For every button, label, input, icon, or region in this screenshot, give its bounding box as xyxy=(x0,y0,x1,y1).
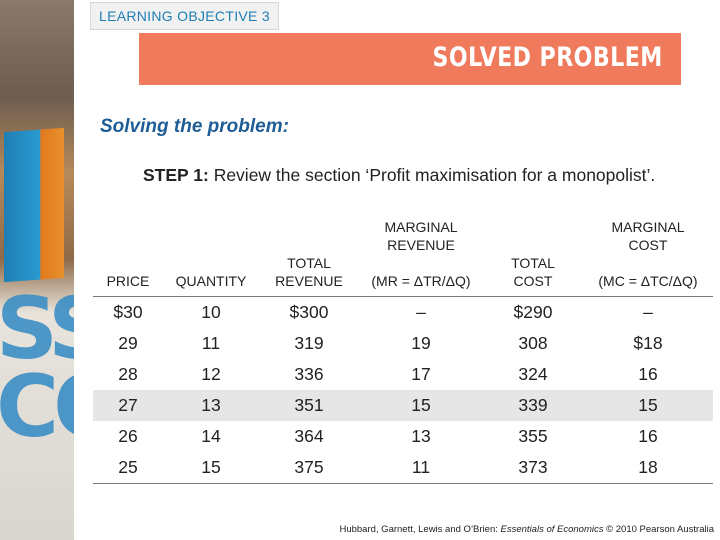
cell-price: 29 xyxy=(118,333,138,353)
cell-quantity: 10 xyxy=(201,302,221,322)
book-cover-image xyxy=(4,127,64,283)
side-decor-letters: SS CO xyxy=(0,279,74,457)
cell-marginal-revenue: 11 xyxy=(359,452,483,484)
table-row: $30 10 $300 – $290 – xyxy=(93,297,713,329)
cell-total-revenue: $300 xyxy=(289,302,329,322)
cell-total-cost: 355 xyxy=(518,426,548,446)
table-row-highlighted: 27 13 351 15 339 15 xyxy=(93,390,713,421)
monopoly-data-table: PRICE QUANTITY TOTAL REVENUE MARGINAL REVE… xyxy=(93,218,713,484)
section-heading: Solving the problem: xyxy=(100,116,289,137)
column-header-total-cost: TOTAL COST xyxy=(483,218,583,297)
cell-marginal-revenue: – xyxy=(416,302,426,322)
cell-price: 28 xyxy=(118,364,138,384)
cell-quantity: 11 xyxy=(201,333,221,353)
column-header-price: PRICE xyxy=(93,218,163,297)
cell-price: $30 xyxy=(113,302,143,322)
cell-total-revenue: 375 xyxy=(259,452,359,484)
cell-marginal-cost: $18 xyxy=(633,333,663,353)
cell-total-cost: 308 xyxy=(518,333,548,353)
cell-price: 26 xyxy=(118,426,138,446)
cell-marginal-revenue: 17 xyxy=(411,364,431,384)
column-header-marginal-revenue: MARGINAL REVENUE (MR = ΔTR/ΔQ) xyxy=(359,218,483,297)
table-row: 28 12 336 17 324 16 xyxy=(93,359,713,390)
cell-marginal-revenue: 13 xyxy=(411,426,431,446)
table-row: 25 15 375 11 373 18 xyxy=(93,452,713,484)
citation-footer: Hubbard, Garnett, Lewis and O’Brien: Ess… xyxy=(339,524,714,535)
solved-problem-banner: SOLVED PROBLEM xyxy=(139,33,681,85)
cell-marginal-revenue: 15 xyxy=(359,390,483,421)
cell-total-revenue: 319 xyxy=(294,333,324,353)
citation-authors: Hubbard, Garnett, Lewis and O’Brien: xyxy=(339,524,501,535)
cell-marginal-cost: 15 xyxy=(583,390,713,421)
citation-publisher: © 2010 Pearson Australia xyxy=(603,524,714,535)
table-row: 29 11 319 19 308 $18 xyxy=(93,328,713,359)
column-header-total-revenue: TOTAL REVENUE xyxy=(259,218,359,297)
cell-marginal-cost: 16 xyxy=(638,364,658,384)
cell-total-cost: 324 xyxy=(518,364,548,384)
table-row: 26 14 364 13 355 16 xyxy=(93,421,713,452)
cell-quantity: 15 xyxy=(163,452,259,484)
cell-marginal-revenue: 19 xyxy=(411,333,431,353)
step-text: Review the section ‘Profit maximisation … xyxy=(208,165,656,185)
cell-total-revenue: 364 xyxy=(294,426,324,446)
cell-price: 25 xyxy=(93,452,163,484)
cell-total-revenue: 351 xyxy=(259,390,359,421)
side-photo-strip: SS CO xyxy=(0,0,74,540)
cell-total-cost: 339 xyxy=(483,390,583,421)
column-header-quantity: QUANTITY xyxy=(163,218,259,297)
cell-quantity: 12 xyxy=(201,364,221,384)
cell-quantity: 13 xyxy=(163,390,259,421)
citation-book-title: Essentials of Economics xyxy=(500,524,604,535)
cell-total-revenue: 336 xyxy=(294,364,324,384)
table-header-row: PRICE QUANTITY TOTAL REVENUE MARGINAL REVE… xyxy=(93,218,713,297)
step-instruction: STEP 1: Review the section ‘Profit maxim… xyxy=(143,164,663,187)
learning-objective-tab: LEARNING OBJECTIVE 3 xyxy=(90,2,279,30)
cell-marginal-cost: 16 xyxy=(638,426,658,446)
cell-total-cost: 373 xyxy=(483,452,583,484)
step-label: STEP 1: xyxy=(143,165,209,185)
cell-marginal-cost: – xyxy=(643,302,653,322)
cell-price: 27 xyxy=(93,390,163,421)
cell-marginal-cost: 18 xyxy=(583,452,713,484)
cell-quantity: 14 xyxy=(201,426,221,446)
column-header-marginal-cost: MARGINAL COST (MC = ΔTC/ΔQ) xyxy=(583,218,713,297)
banner-title: SOLVED PROBLEM xyxy=(432,42,663,73)
cell-total-cost: $290 xyxy=(513,302,553,322)
